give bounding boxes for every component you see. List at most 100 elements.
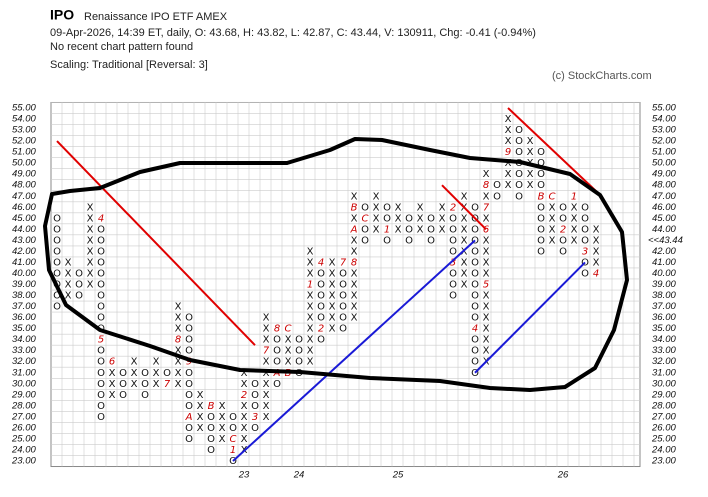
y-tick-label-right: 53.00 <box>652 125 676 136</box>
symbol: IPO <box>50 7 74 23</box>
column: XXX <box>285 335 292 368</box>
x-box: X <box>285 357 292 368</box>
x-box: X <box>527 136 534 147</box>
x-box: X <box>263 368 270 379</box>
o-box: O <box>185 324 193 335</box>
x-box: X <box>483 302 490 313</box>
o-box: O <box>141 390 149 401</box>
y-tick-label-right: 40.00 <box>652 268 676 279</box>
o-box: O <box>97 257 105 268</box>
o-box: O <box>97 291 105 302</box>
x-box: X <box>505 169 512 180</box>
x-box: X <box>373 224 380 235</box>
o-box: O <box>339 268 347 279</box>
month-label: 7 <box>483 202 490 213</box>
x-box: X <box>593 235 600 246</box>
o-box: O <box>449 224 457 235</box>
o-box: O <box>537 235 545 246</box>
o-box: O <box>471 202 479 213</box>
o-box: O <box>471 257 479 268</box>
month-label: 3 <box>582 246 588 257</box>
o-box: O <box>339 324 347 335</box>
o-box: O <box>185 379 193 390</box>
o-box: O <box>141 368 149 379</box>
y-tick-label: 41.00 <box>12 257 36 268</box>
y-tick-label-right: 29.00 <box>651 389 676 400</box>
x-box: X <box>483 313 490 324</box>
x-box: X <box>571 202 578 213</box>
trendline <box>507 107 603 197</box>
o-box: O <box>361 235 369 246</box>
x-box: X <box>483 324 490 335</box>
month-label: B <box>351 202 358 213</box>
o-box: O <box>515 147 523 158</box>
o-box: O <box>449 291 457 302</box>
x-box: X <box>263 335 270 346</box>
o-box: O <box>471 302 479 313</box>
o-box: O <box>97 390 105 401</box>
x-box: X <box>461 213 468 224</box>
y-tick-label: 42.00 <box>12 246 36 257</box>
y-tick-label-right: 48.00 <box>652 180 676 191</box>
o-box: O <box>515 125 523 136</box>
trendline <box>441 184 487 231</box>
column: OOO <box>405 213 413 246</box>
x-box: X <box>461 268 468 279</box>
o-box: O <box>471 346 479 357</box>
y-tick-label-right: 33.00 <box>652 345 676 356</box>
last-close-label: <<43.44 <box>648 235 683 246</box>
month-label: 4 <box>318 257 324 268</box>
month-label: 6 <box>483 224 489 235</box>
month-label: 8 <box>274 324 280 335</box>
x-box: X <box>373 202 380 213</box>
y-tick-label-right: 24.00 <box>651 444 676 455</box>
o-box: O <box>581 235 589 246</box>
column: OOO <box>141 368 149 401</box>
y-tick-label-right: 36.00 <box>652 312 676 323</box>
x-box: X <box>461 257 468 268</box>
x-box: X <box>131 368 138 379</box>
x-box: X <box>65 257 72 268</box>
month-label: 3 <box>450 257 456 268</box>
o-box: O <box>405 235 413 246</box>
o-box: O <box>119 379 127 390</box>
month-label: 4 <box>593 268 599 279</box>
column: XXX <box>395 202 402 235</box>
y-tick-label-right: 55.00 <box>652 103 676 114</box>
x-box: X <box>131 379 138 390</box>
x-box: X <box>285 335 292 346</box>
o-box: O <box>119 390 127 401</box>
x-box: X <box>351 191 358 202</box>
o-box: O <box>383 213 391 224</box>
o-box: O <box>515 180 523 191</box>
x-box: X <box>263 412 270 423</box>
x-box: X <box>483 335 490 346</box>
y-tick-label: 51.00 <box>12 147 36 158</box>
o-box: O <box>339 280 347 291</box>
o-box: O <box>515 136 523 147</box>
column: XXXXXXXXXXXXXX <box>483 169 490 368</box>
o-box: O <box>449 235 457 246</box>
o-box: O <box>251 423 259 434</box>
column: OOO <box>75 268 83 301</box>
column: O <box>163 368 171 379</box>
o-box: O <box>97 268 105 279</box>
month-label: 2 <box>450 202 456 213</box>
y-tick-label-right: 27.00 <box>651 411 676 422</box>
o-box: O <box>251 390 259 401</box>
o-box: O <box>295 335 303 346</box>
month-label: 4 <box>472 324 478 335</box>
year-label: 24 <box>293 470 305 481</box>
y-tick-label: 40.00 <box>12 268 36 279</box>
y-tick-label: 29.00 <box>11 389 36 400</box>
column: XXX <box>417 202 424 235</box>
o-box: O <box>471 357 479 368</box>
o-box: O <box>97 224 105 235</box>
